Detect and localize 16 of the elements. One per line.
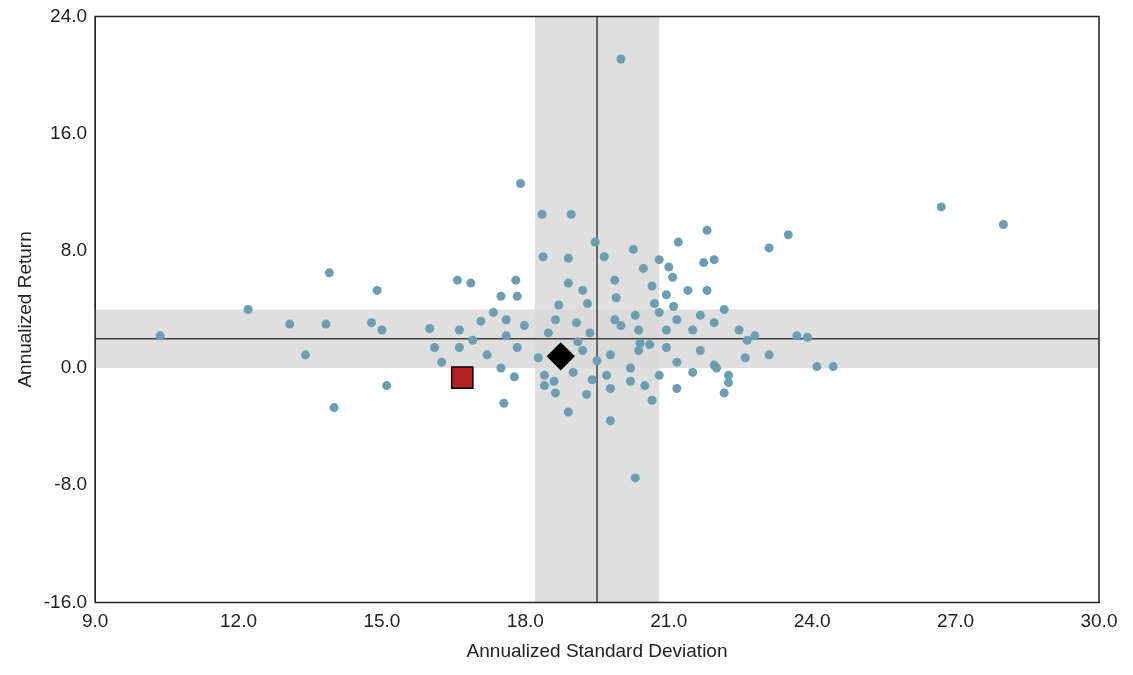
x-tick-label: 24.0 [793,610,831,632]
y-tick-label: -8.0 [54,473,88,495]
x-tick-label: 12.0 [220,610,258,632]
x-tick-label: 18.0 [506,610,544,632]
y-tick-label: 0.0 [60,356,88,378]
y-tick-label: -16.0 [43,590,88,612]
x-tick-label: 9.0 [81,610,109,632]
x-tick-label: 27.0 [937,610,975,632]
y-tick-label: 24.0 [50,4,88,26]
y-tick-label: 8.0 [60,239,88,261]
x-tick-label: 21.0 [650,610,688,632]
x-tick-label: 30.0 [1080,610,1118,632]
x-tick-label: 15.0 [363,610,401,632]
y-tick-label: 16.0 [50,121,88,143]
y-axis-title: Annualized Return [13,231,35,388]
x-axis-title: Annualized Standard Deviation [466,639,728,661]
